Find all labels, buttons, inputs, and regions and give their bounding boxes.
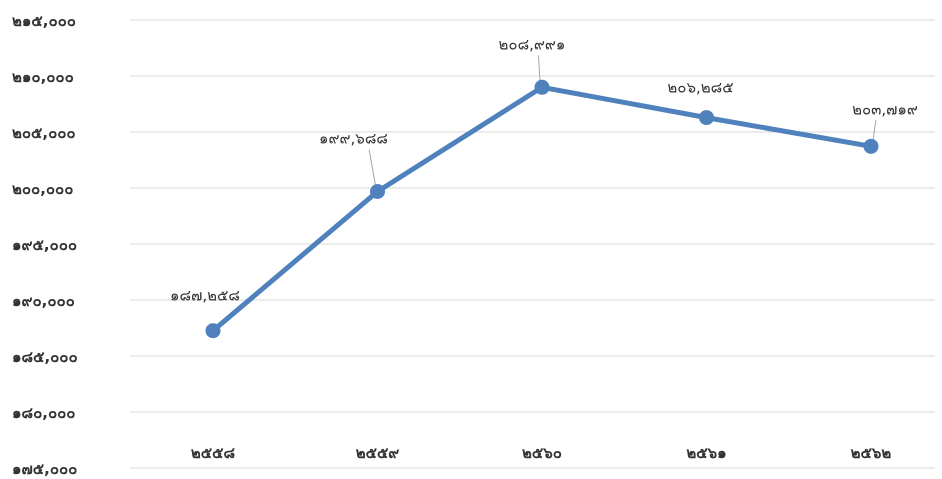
y-tick-label: ๑๙๕,๐๐๐: [12, 236, 77, 254]
x-tick-label: ๒๕๕๘: [191, 444, 236, 462]
y-tick-label: ๒๐๐,๐๐๐: [12, 180, 73, 198]
y-tick-label: ๑๘๐,๐๐๐: [12, 404, 75, 422]
data-label-leader-lines: [368, 55, 877, 186]
series-line-layer: [210, 84, 874, 334]
y-tick-label: ๑๘๕,๐๐๐: [12, 348, 78, 366]
x-tick-label: ๒๕๖๐: [522, 444, 562, 462]
y-tick-label: ๑๗๕,๐๐๐: [12, 460, 77, 478]
leader-line: [872, 120, 877, 141]
series-line: [210, 84, 874, 334]
leader-line: [538, 55, 541, 82]
y-tick-label: ๒๐๕,๐๐๐: [12, 124, 76, 142]
data-point: [370, 183, 385, 199]
y-tick-label: ๒๑๕,๐๐๐: [12, 12, 76, 30]
data-label: ๑๙๙,๖๘๘: [319, 129, 388, 147]
data-label: ๒๐๖,๒๘๕: [667, 79, 733, 97]
data-label: ๒๐๘,๙๙๑: [499, 35, 566, 53]
data-point: [534, 79, 550, 95]
data-point: [863, 138, 879, 154]
x-tick-label: ๒๕๖๒: [851, 444, 892, 462]
data-points: [205, 79, 879, 339]
data-label: ๒๐๓,๗๑๙: [852, 100, 918, 118]
y-axis-tick-labels: ๑๗๕,๐๐๐ ๑๘๐,๐๐๐ ๑๘๕,๐๐๐ ๑๙๐,๐๐๐ ๑๙๕,๐๐๐ ๒๐๐,๐…: [12, 12, 78, 478]
y-tick-label: ๒๑๐,๐๐๐: [12, 68, 74, 86]
y-tick-label: ๑๙๐,๐๐๐: [12, 292, 75, 310]
leader-line: [368, 149, 376, 186]
x-tick-label: ๒๕๕๙: [356, 444, 400, 462]
data-point: [205, 323, 221, 339]
data-point: [699, 110, 714, 126]
x-tick-label: ๒๕๖๑: [686, 444, 726, 462]
x-axis-tick-labels: ๒๕๕๘ ๒๕๕๙ ๒๕๖๐ ๒๕๖๑ ๒๕๖๒: [191, 444, 892, 462]
gridlines: [130, 19, 935, 469]
data-label: ๑๘๗,๒๕๘: [170, 287, 240, 305]
